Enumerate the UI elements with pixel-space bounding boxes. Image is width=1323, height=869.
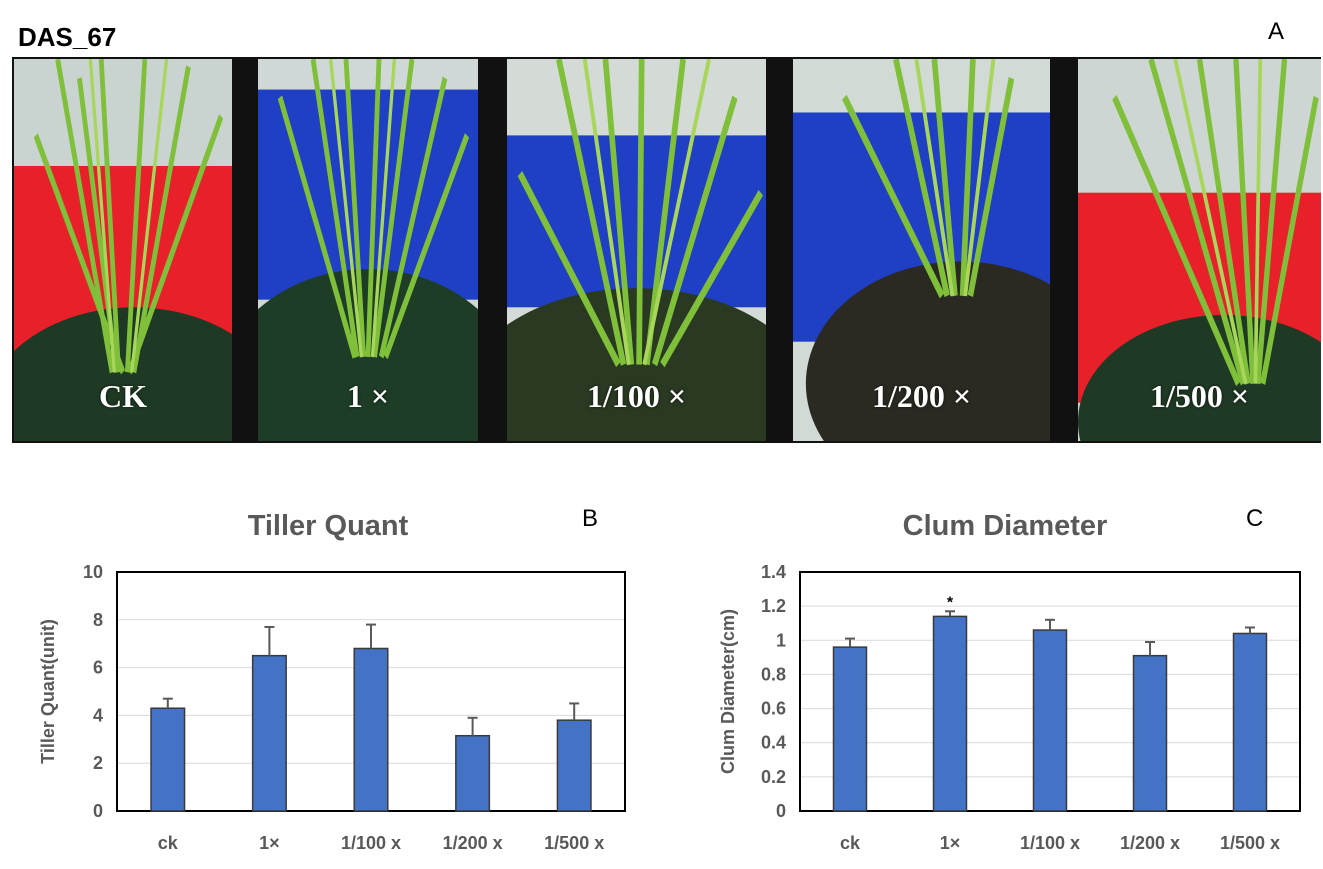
y-tick-label: 0.4 — [761, 733, 786, 753]
y-tick-label: 6 — [93, 658, 103, 678]
y-tick-label: 1.4 — [761, 562, 786, 582]
bar — [1032, 629, 1068, 812]
bar — [556, 719, 592, 812]
x-tick-label: 1/200 x — [1120, 833, 1180, 853]
photo-label: 1/500 × — [1149, 378, 1250, 414]
rice-plant-image — [1078, 59, 1321, 441]
y-tick-label: 10 — [83, 562, 103, 582]
significance-marker: * — [947, 594, 954, 611]
y-tick-label: 0.8 — [761, 664, 786, 684]
y-tick-label: 1 — [776, 630, 786, 650]
bar — [932, 615, 968, 812]
bar — [353, 647, 389, 812]
bar — [1232, 632, 1268, 812]
plant-photo-1-200x: 1/200 × — [793, 59, 1050, 441]
x-tick-label: 1× — [940, 833, 961, 853]
bar — [251, 654, 287, 812]
bar — [1132, 654, 1168, 812]
y-axis-title: Tiller Quant(unit) — [38, 619, 58, 764]
chart-title: Tiller Quant — [248, 510, 409, 542]
y-tick-label: 0.6 — [761, 699, 786, 719]
rice-plant-image — [507, 59, 766, 441]
x-tick-label: 1× — [259, 833, 280, 853]
plant-photo-1-500x: 1/500 × — [1078, 59, 1321, 441]
y-tick-label: 1.2 — [761, 596, 786, 616]
tiller-quant-chart: Tiller Quant 0 2 4 6 8 10 ck 1× 1/100 x 1/200 x 1/5… — [38, 510, 626, 853]
rice-plant-image — [793, 59, 1050, 441]
photo-label: 1/100 × — [586, 378, 687, 414]
y-axis-title: Clum Diameter(cm) — [718, 609, 738, 774]
plant-photo-strip: CK 1 × 1/100 × 1/200 × — [12, 57, 1321, 443]
x-tick-label: 1/200 x — [443, 833, 503, 853]
plant-photo-1-100x: 1/100 × — [507, 59, 766, 441]
rice-plant-image — [258, 59, 478, 441]
figure-title: DAS_67 — [18, 22, 117, 52]
bar — [455, 734, 491, 812]
y-tick-label: 0 — [776, 801, 786, 821]
x-tick-label: 1/100 x — [341, 833, 401, 853]
panel-letter-b: B — [582, 505, 599, 532]
panel-letter-a: A — [1268, 18, 1285, 45]
panel-letter-c: C — [1246, 505, 1264, 532]
plant-photo-ck: CK — [14, 59, 232, 441]
photo-label: CK — [99, 378, 147, 414]
rice-plant-image — [14, 59, 232, 441]
y-tick-label: 4 — [93, 705, 103, 725]
y-tick-label: 0 — [93, 801, 103, 821]
x-tick-label: ck — [840, 833, 861, 853]
y-tick-label: 0.2 — [761, 767, 786, 787]
chart-title: Clum Diameter — [903, 510, 1108, 542]
x-tick-label: 1/500 x — [544, 833, 604, 853]
clum-diameter-chart: Clum Diameter 0 0.2 0.4 0.6 0.8 1 1.2 1.4 ck * 1× 1/… — [718, 510, 1301, 853]
plant-photo-1x: 1 × — [258, 59, 478, 441]
photo-label: 1 × — [346, 378, 390, 414]
y-tick-label: 2 — [93, 753, 103, 773]
bar — [832, 646, 868, 812]
photo-label: 1/200 × — [871, 378, 972, 414]
y-tick-label: 8 — [93, 610, 103, 630]
x-tick-label: 1/100 x — [1020, 833, 1080, 853]
bar — [150, 707, 186, 812]
x-tick-label: ck — [158, 833, 179, 853]
x-tick-label: 1/500 x — [1220, 833, 1280, 853]
